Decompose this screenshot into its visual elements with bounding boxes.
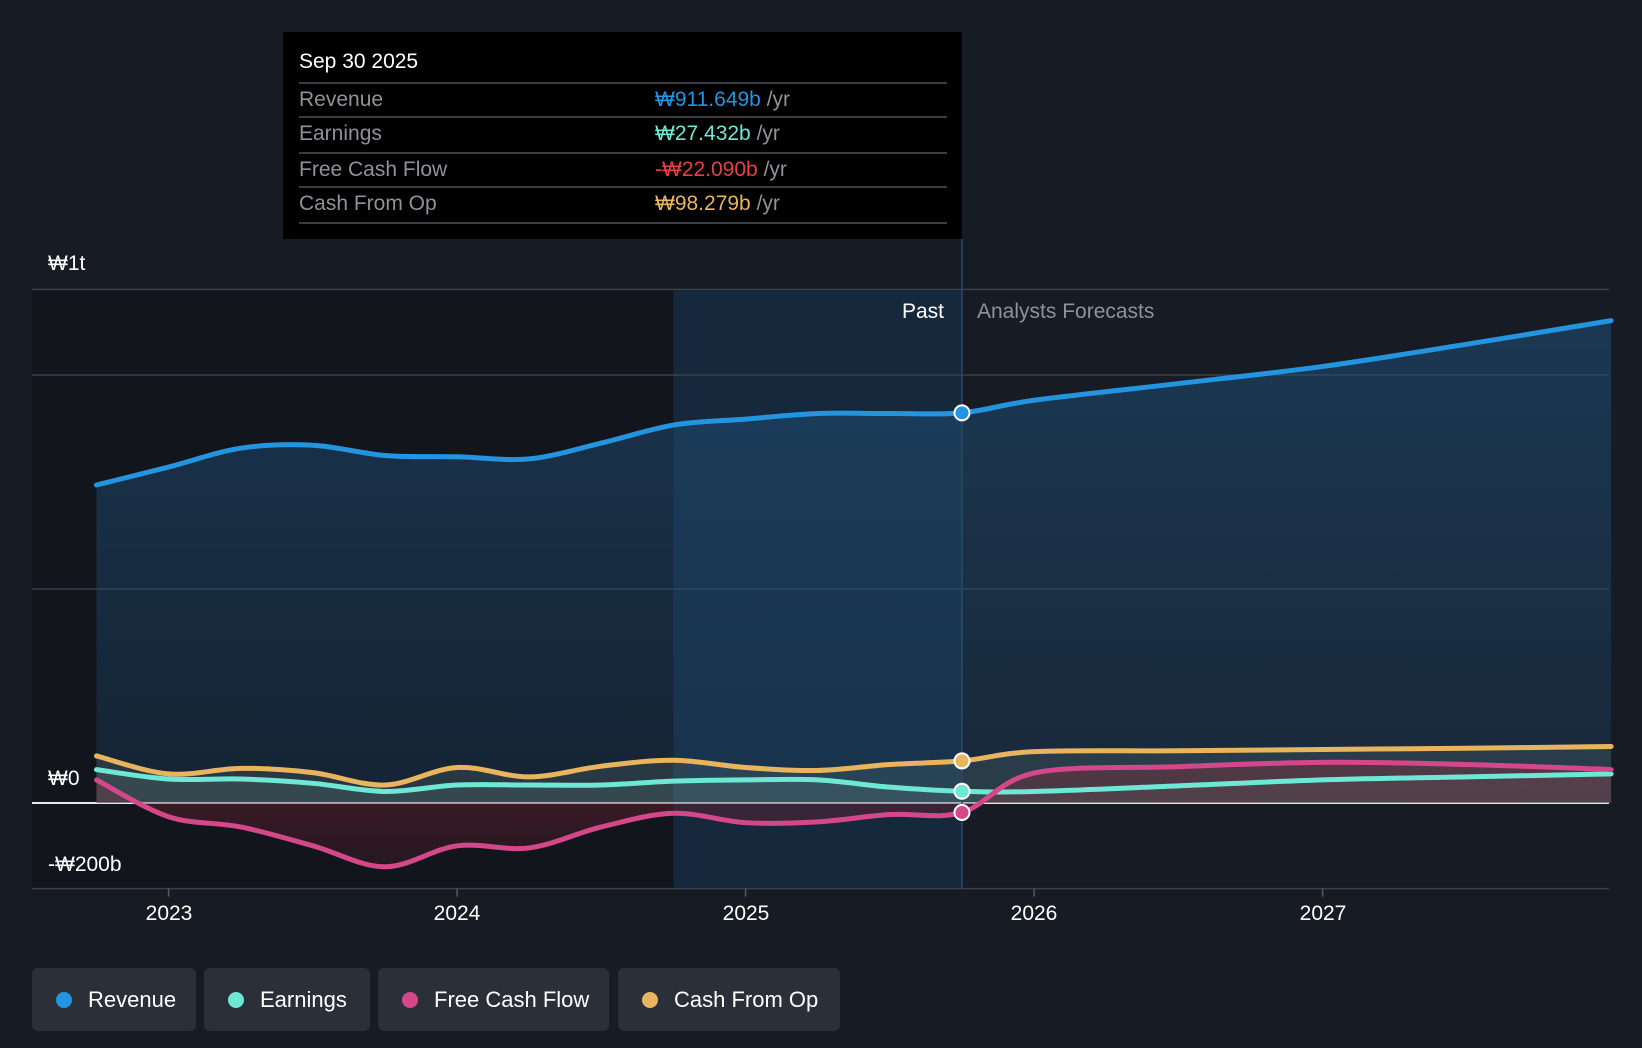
past-label: Past <box>901 300 944 323</box>
legend-cash-from-op[interactable]: Cash From Op <box>618 968 840 1031</box>
legend-free-cash-flow[interactable]: Free Cash Flow <box>378 968 609 1031</box>
series-line-revenue <box>93 318 1614 488</box>
tooltip-value: ₩911.649b <box>655 88 761 111</box>
x-label-2027: 2027 <box>1299 902 1347 925</box>
tooltip-unit: /yr <box>756 192 780 215</box>
tooltip-row-fcf: Free Cash Flow -₩22.090b /yr <box>299 152 947 188</box>
x-label-2025: 2025 <box>722 902 770 925</box>
legend-label: Revenue <box>88 986 177 1012</box>
tooltip-row-revenue: Revenue ₩911.649b /yr <box>299 82 947 118</box>
tooltip-row-earnings: Earnings ₩27.432b /yr <box>299 116 947 152</box>
tooltip-label: Revenue <box>299 88 384 111</box>
series-area-cash-from-op <box>96 746 1612 803</box>
tooltip-value: ₩98.279b <box>655 192 751 215</box>
series-area-revenue <box>96 320 1612 803</box>
series-area-free-cash-flow <box>96 762 1612 867</box>
tooltip-unit: /yr <box>756 122 780 145</box>
tooltip-label: Cash From Op <box>299 192 437 215</box>
legend-revenue[interactable]: Revenue <box>32 968 196 1031</box>
legend-dot-icon <box>56 991 72 1008</box>
tooltip-unit: /yr <box>766 88 791 111</box>
x-label-2023: 2023 <box>145 902 193 925</box>
tooltip-date: Sep 30 2025 <box>299 50 419 73</box>
tooltip: Sep 30 2025 Revenue ₩911.649b /yr Earnin… <box>283 32 962 239</box>
legend-dot-icon <box>642 991 658 1008</box>
y-label-neg200b: -₩200b <box>48 853 122 876</box>
legend-dot-icon <box>228 991 244 1008</box>
tooltip-divider <box>299 222 947 224</box>
legend-label: Cash From Op <box>674 986 819 1012</box>
legend-label: Earnings <box>260 986 347 1012</box>
tooltip-value: -₩22.090b <box>655 158 758 181</box>
legend-earnings[interactable]: Earnings <box>204 968 370 1031</box>
tooltip-unit: /yr <box>763 158 787 181</box>
y-label-0: ₩0 <box>48 767 80 790</box>
tooltip-label: Earnings <box>299 122 382 145</box>
data-point-earnings <box>953 782 971 800</box>
x-label-2024: 2024 <box>433 902 481 925</box>
tooltip-value: ₩27.432b <box>655 122 751 145</box>
series-line-earnings <box>93 767 1614 795</box>
data-point-cash-from-op <box>953 752 971 770</box>
data-point-revenue <box>953 404 971 422</box>
legend-label: Free Cash Flow <box>434 986 590 1012</box>
x-label-2026: 2026 <box>1010 902 1058 925</box>
legend-dot-icon <box>402 991 418 1008</box>
tooltip-row-cfo: Cash From Op ₩98.279b /yr <box>299 186 947 222</box>
y-label-1t: ₩1t <box>48 252 86 275</box>
forecast-label: Analysts Forecasts <box>977 300 1155 323</box>
tooltip-label: Free Cash Flow <box>299 158 448 181</box>
series-line-free-cash-flow <box>93 759 1614 870</box>
data-point-free-cash-flow <box>953 803 971 821</box>
series-line-cash-from-op <box>93 744 1614 788</box>
